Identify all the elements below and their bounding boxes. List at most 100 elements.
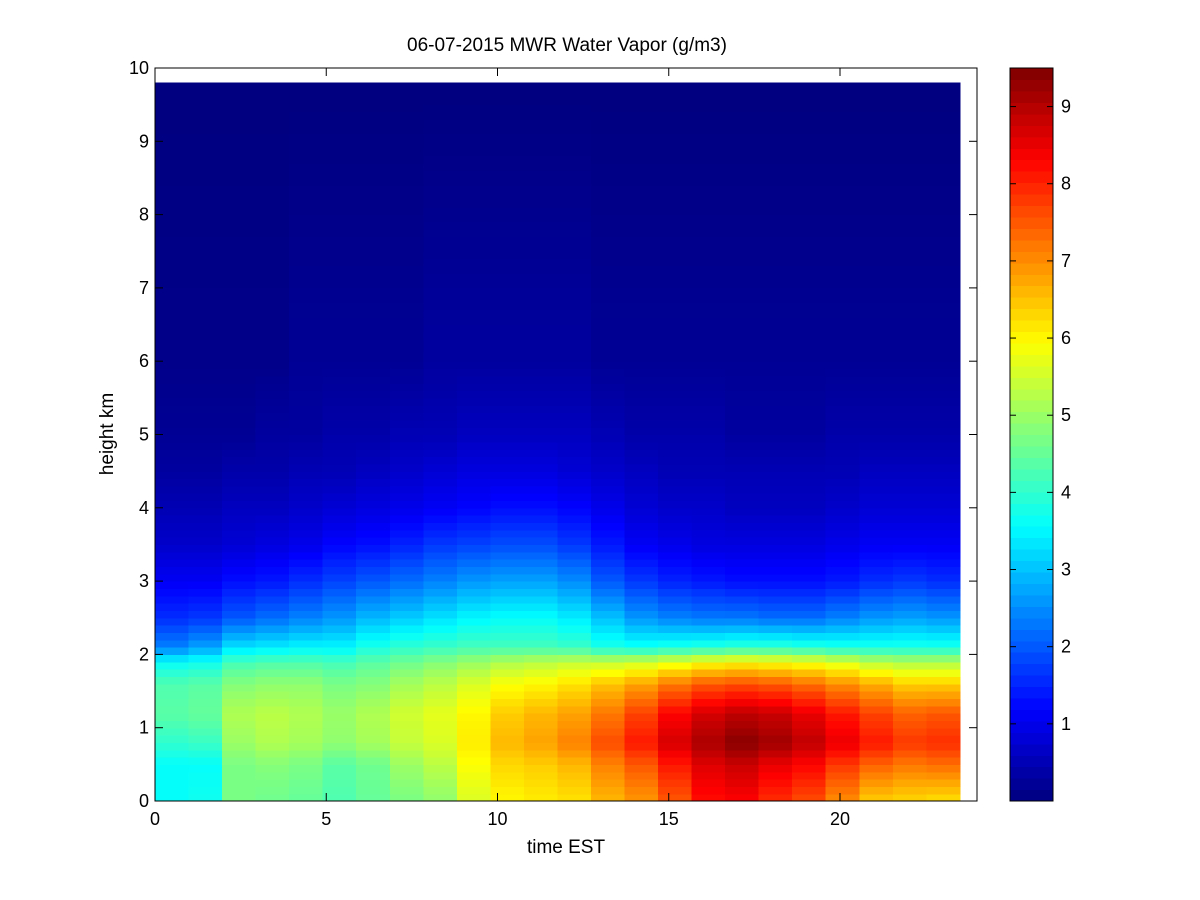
heatmap-cell xyxy=(155,676,190,685)
heatmap-cell xyxy=(725,104,760,113)
heatmap-cell xyxy=(590,427,626,436)
heatmap-cell xyxy=(222,449,257,458)
heatmap-cell xyxy=(557,742,592,751)
colorbar-band xyxy=(1010,778,1053,791)
heatmap-cell xyxy=(892,654,927,663)
heatmap-cell xyxy=(456,632,491,641)
heatmap-cell xyxy=(423,485,458,494)
heatmap-cell xyxy=(926,449,961,458)
heatmap-cell xyxy=(456,89,491,98)
heatmap-cell xyxy=(792,221,827,230)
heatmap-cell xyxy=(155,229,190,238)
heatmap-cell xyxy=(188,361,223,370)
heatmap-cell xyxy=(725,544,760,553)
heatmap-cell xyxy=(389,757,424,765)
chart-title: 06-07-2015 MWR Water Vapor (g/m3) xyxy=(407,35,727,56)
heatmap-cell xyxy=(389,566,424,575)
heatmap-cell xyxy=(389,639,424,648)
heatmap-cell xyxy=(188,346,223,355)
heatmap-cell xyxy=(825,771,860,780)
colorbar-band xyxy=(1010,216,1053,229)
heatmap-cell xyxy=(590,676,626,685)
colorbar-band xyxy=(1010,457,1053,470)
heatmap-cell xyxy=(423,383,458,392)
heatmap-cell xyxy=(356,654,391,663)
heatmap-cell xyxy=(490,368,525,377)
heatmap-cell xyxy=(590,727,626,736)
heatmap-cell xyxy=(557,353,592,362)
heatmap-cell xyxy=(222,478,257,487)
x-tick-label: 20 xyxy=(830,809,850,829)
heatmap-cell xyxy=(624,339,659,348)
heatmap-cell xyxy=(725,273,760,282)
heatmap-cell xyxy=(188,324,223,333)
heatmap-cell xyxy=(490,581,525,590)
heatmap-cell xyxy=(590,463,626,472)
heatmap-cell xyxy=(691,375,726,384)
heatmap-cell xyxy=(490,207,525,216)
heatmap-cell xyxy=(758,566,793,575)
heatmap-cell xyxy=(691,581,726,590)
heatmap-cell xyxy=(389,133,424,142)
heatmap-cell xyxy=(926,610,961,619)
heatmap-cell xyxy=(356,126,391,135)
heatmap-cell xyxy=(725,456,760,465)
heatmap-cell xyxy=(490,595,525,604)
heatmap-cell xyxy=(691,221,726,230)
heatmap-cell xyxy=(155,449,190,458)
heatmap-cell xyxy=(624,258,659,267)
heatmap-cell xyxy=(691,192,726,201)
heatmap-cell xyxy=(825,456,860,465)
heatmap-cell xyxy=(155,617,190,626)
heatmap-cell xyxy=(322,551,357,560)
heatmap-cell xyxy=(155,141,190,150)
heatmap-cell xyxy=(289,735,324,743)
heatmap-cell xyxy=(423,771,458,780)
heatmap-cell xyxy=(725,405,760,414)
heatmap-cell xyxy=(792,155,827,164)
heatmap-cell xyxy=(624,742,659,751)
heatmap-cell xyxy=(859,522,894,531)
heatmap-cell xyxy=(892,148,927,157)
heatmap-cell xyxy=(691,251,726,260)
heatmap-cell xyxy=(456,119,491,128)
heatmap-cell xyxy=(758,676,793,685)
heatmap-cell xyxy=(859,713,894,721)
heatmap-cell xyxy=(222,148,257,157)
heatmap-cell xyxy=(758,544,793,553)
heatmap-cell xyxy=(222,207,257,216)
heatmap-cell xyxy=(758,405,793,414)
heatmap-cell xyxy=(523,419,559,428)
heatmap-cell xyxy=(658,412,693,421)
heatmap-cell xyxy=(289,361,324,370)
heatmap-cell xyxy=(590,573,626,582)
heatmap-cell xyxy=(456,537,491,546)
heatmap-cell xyxy=(389,214,424,223)
heatmap-cell xyxy=(456,214,491,223)
heatmap-cell xyxy=(590,507,626,516)
heatmap-cell xyxy=(322,478,357,487)
colorbar-band xyxy=(1010,720,1053,733)
heatmap-cell xyxy=(255,361,290,370)
heatmap-cell xyxy=(255,522,290,531)
heatmap-cell xyxy=(590,544,626,553)
heatmap-cell xyxy=(658,676,693,685)
heatmap-cell xyxy=(691,368,726,377)
heatmap-cell xyxy=(691,346,726,355)
heatmap-cell xyxy=(725,111,760,120)
heatmap-cell xyxy=(624,493,659,502)
heatmap-cell xyxy=(456,397,491,406)
heatmap-cell xyxy=(792,119,827,128)
heatmap-cell xyxy=(624,280,659,289)
heatmap-cell xyxy=(322,427,357,436)
heatmap-cell xyxy=(188,251,223,260)
heatmap-cell xyxy=(289,676,324,685)
heatmap-cell xyxy=(188,236,223,245)
heatmap-cell xyxy=(289,632,324,641)
heatmap-cell xyxy=(624,163,659,172)
heatmap-cell xyxy=(188,111,223,120)
heatmap-cell xyxy=(658,119,693,128)
heatmap-cell xyxy=(859,368,894,377)
heatmap-cell xyxy=(356,427,391,436)
heatmap-cell xyxy=(322,566,357,575)
